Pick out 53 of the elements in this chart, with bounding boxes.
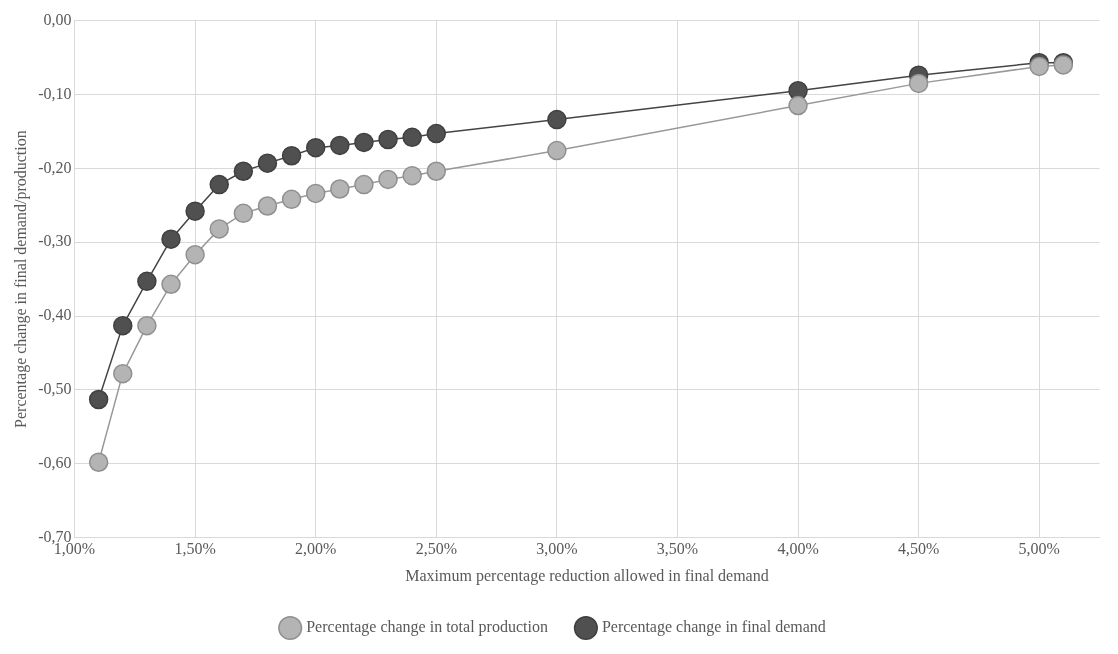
point [788,95,808,116]
x-tick-label: 4,00% [777,540,819,558]
x-tick-label: 2,00% [295,540,337,558]
legend-label: Percentage change in total production [306,618,548,637]
x-tick-label: 3,00% [536,540,578,558]
point [88,452,109,473]
point [281,146,302,166]
point [113,363,133,384]
point [908,73,929,94]
point [378,169,398,190]
point [354,132,374,153]
point [402,127,422,148]
x-axis-title: Maximum percentage reduction allowed in final demand [405,566,769,585]
point [426,123,447,144]
point [113,315,133,336]
point [547,140,567,161]
y-tick-label: -0,50 [38,380,72,398]
point [354,174,374,195]
y-tick-label: -0,60 [38,453,72,471]
point [281,189,302,210]
y-tick-label: 0,00 [43,10,72,28]
y-axis-title: Percentage change in final demand/production [11,130,30,428]
point [233,203,254,224]
x-tick-label: 5,00% [1018,540,1060,558]
point [426,161,447,182]
x-tick-label: 4,50% [897,540,940,558]
y-tick-label: -0,30 [38,232,72,250]
x-tick-label: 2,50% [415,540,457,558]
point [209,219,229,239]
point [305,137,326,158]
point [185,244,205,265]
legend-label: Percentage change in final demand [601,618,826,637]
point [330,179,350,199]
y-tick-label: -0,10 [38,84,72,102]
y-tick-label: -0,40 [38,306,72,324]
y-tick-label: -0,20 [38,158,72,176]
point [257,196,278,216]
point [209,174,229,195]
point [161,229,181,249]
point [233,161,254,182]
point [257,153,278,173]
point [402,165,422,186]
point [305,183,326,204]
x-tick-label: 1,50% [174,540,216,558]
x-tick-label: 3,50% [656,540,699,558]
point [137,315,157,336]
point [547,109,567,130]
point [88,389,109,410]
point [378,129,398,150]
point [185,201,205,221]
point [137,271,157,292]
point [330,135,350,156]
point [161,274,181,295]
